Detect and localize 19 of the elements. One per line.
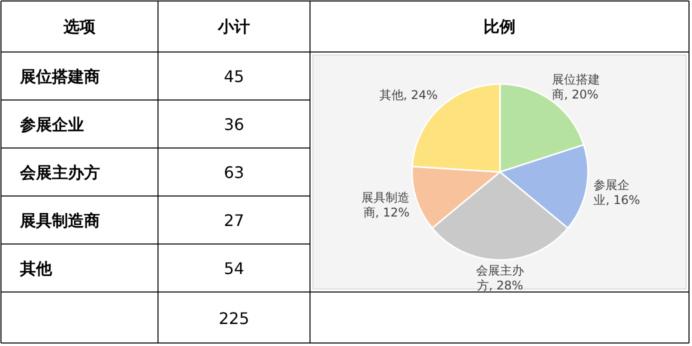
slice-label: 会展主办方, 28% (476, 264, 524, 293)
data-label: 36 (224, 115, 244, 134)
slice-label: 参展企业, 16% (594, 178, 640, 207)
data-label: 27 (224, 211, 244, 230)
slice-label: 展位搭建商, 20% (552, 72, 600, 102)
category-label: 会展主办方 (19, 163, 100, 182)
slice-label: 展具制造商, 12% (362, 190, 410, 220)
text: 比例 (484, 17, 516, 36)
category-label: 展位搭建商 (19, 67, 100, 86)
slice-label: 其他, 24% (379, 88, 438, 102)
text: 选项 (62, 17, 96, 36)
data-label: 54 (224, 259, 244, 278)
data-label: 63 (224, 163, 244, 182)
category-label: 展具制造商 (19, 211, 100, 230)
category-label: 其他 (19, 259, 53, 278)
text: 225 (218, 309, 250, 328)
category-label: 参展企业 (19, 115, 84, 134)
data-label: 45 (224, 67, 244, 86)
text: 小计 (217, 17, 250, 36)
